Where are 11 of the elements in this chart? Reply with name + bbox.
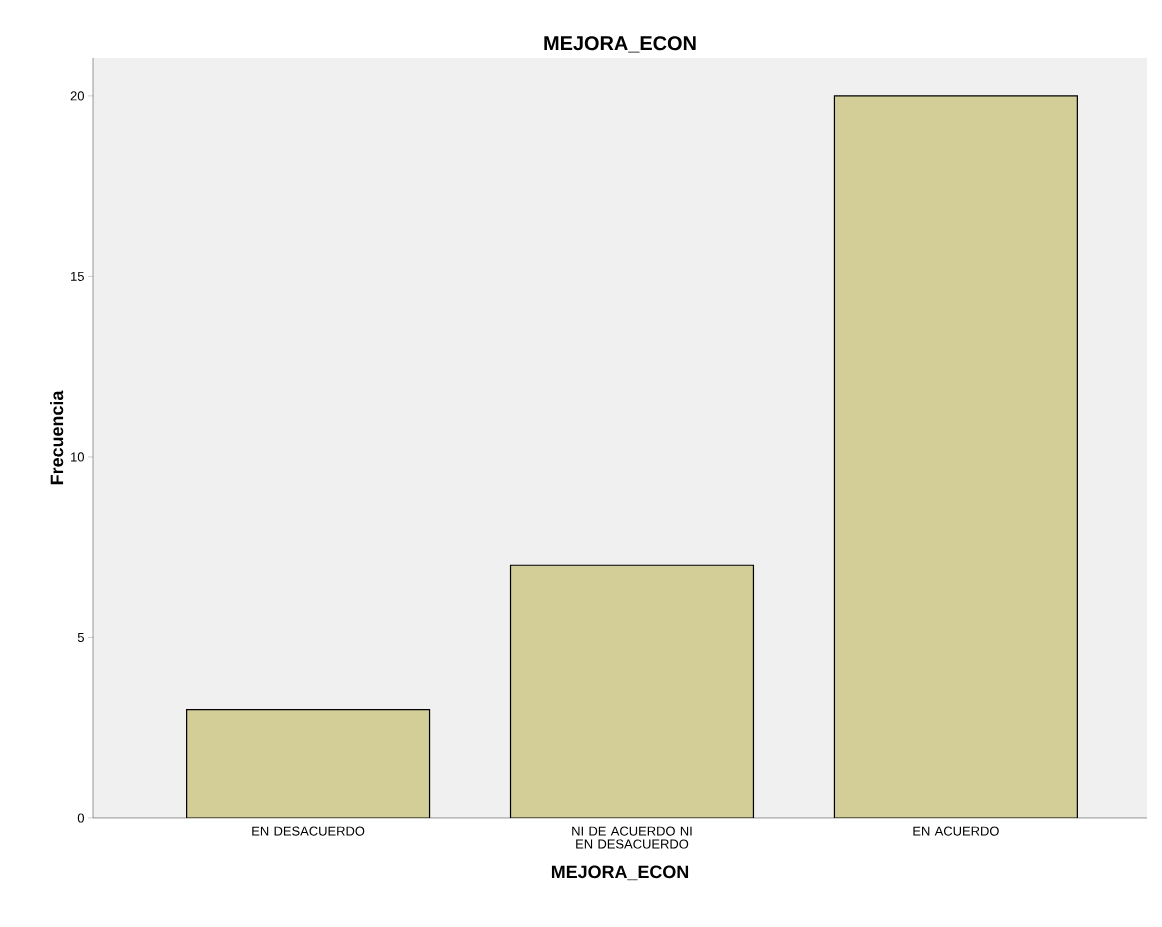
y-tick-label: 0 [77, 813, 84, 823]
y-tick-label: 10 [71, 452, 84, 462]
y-tick-label: 5 [77, 632, 84, 642]
x-axis-title: MEJORA_ECON [551, 865, 689, 881]
y-tick-label: 20 [70, 91, 84, 101]
y-tick-label: 15 [71, 271, 84, 281]
chart-title: MEJORA_ECON [544, 36, 696, 53]
y-axis-title: Frecuencia [50, 390, 64, 485]
x-tick-label: NI DE ACUERDO NI EN DESACUERDO [572, 826, 692, 849]
x-tick-label: EN DESACUERDO [252, 826, 365, 836]
x-tick-label: EN ACUERDO [913, 826, 999, 836]
